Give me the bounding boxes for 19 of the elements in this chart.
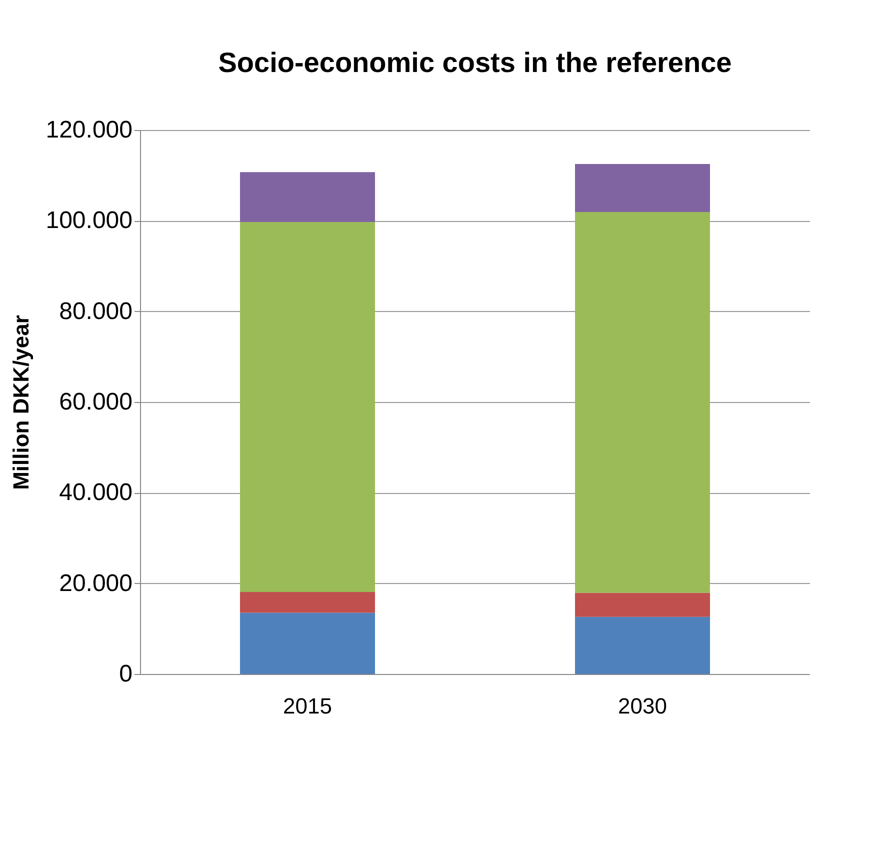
bar bbox=[240, 222, 375, 592]
bar bbox=[240, 612, 375, 674]
y-tick-label: 60.000 bbox=[59, 388, 132, 416]
y-tick-label: 100.000 bbox=[46, 207, 132, 234]
bar bbox=[575, 616, 710, 674]
y-tick-label: 80.000 bbox=[59, 298, 132, 325]
bar bbox=[575, 212, 710, 593]
bar bbox=[575, 592, 710, 617]
chart-title: Socio-economic costs in the reference bbox=[218, 47, 732, 78]
y-axis-title: Million DKK/year bbox=[8, 314, 34, 490]
x-tick-label: 2030 bbox=[618, 694, 667, 718]
bar bbox=[240, 172, 375, 222]
y-tick-label: 40.000 bbox=[59, 479, 132, 506]
bar bbox=[240, 592, 375, 613]
x-tick-label: 2015 bbox=[283, 694, 332, 718]
y-tick-label: 20.000 bbox=[59, 570, 132, 597]
y-tick-label: 0 bbox=[119, 660, 132, 688]
bar bbox=[575, 164, 710, 212]
y-tick-label: 120.000 bbox=[46, 116, 132, 144]
